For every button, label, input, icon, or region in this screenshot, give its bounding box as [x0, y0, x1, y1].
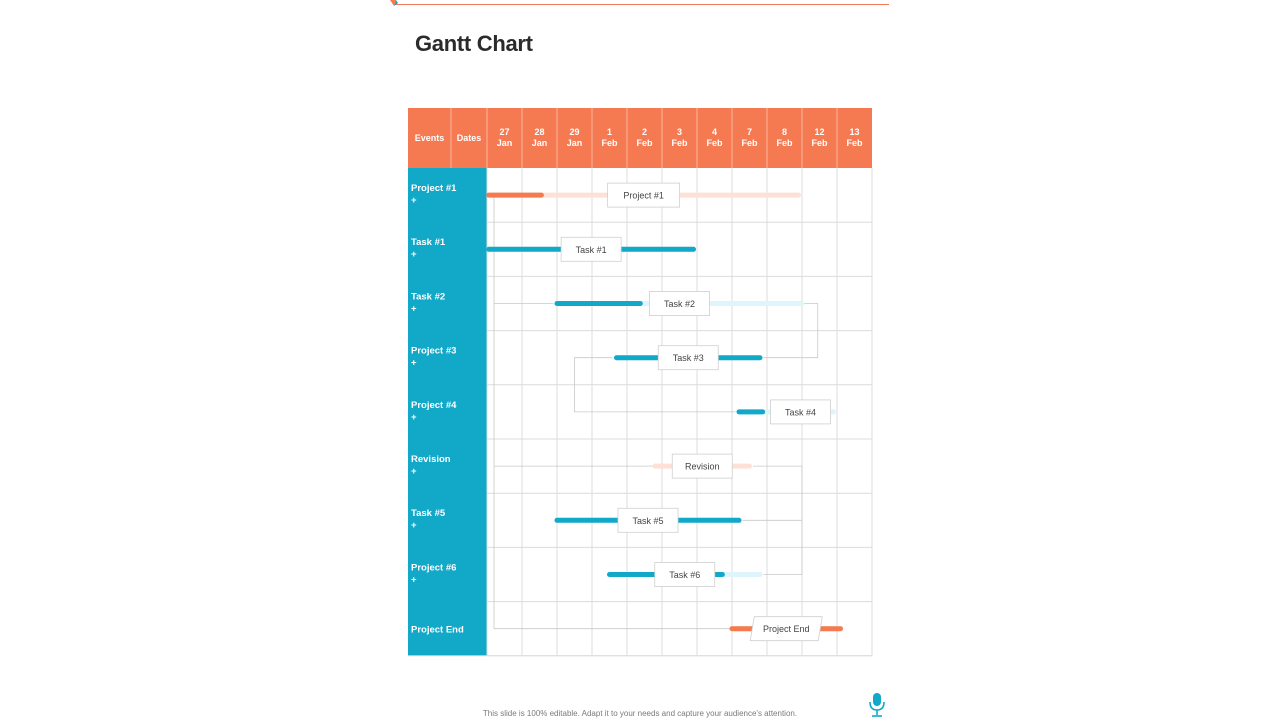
bar-label: Project #1 [623, 191, 664, 201]
date-month-label: Feb [636, 138, 653, 148]
bar-label-box [607, 182, 681, 208]
bar-label-box [654, 562, 716, 587]
date-day-label: 12 [814, 127, 824, 137]
bar-label-box [671, 453, 733, 479]
date-day-label: 29 [569, 127, 579, 137]
row-label: Project #3 [411, 346, 456, 357]
row-label: Revision [411, 454, 451, 465]
date-day-label: 1 [607, 127, 612, 137]
row-label: Project #6 [411, 562, 456, 573]
row-expand-icon: + [411, 195, 417, 206]
bar-label: Task #2 [664, 299, 695, 309]
date-day-label: 7 [747, 127, 752, 137]
bar-label-box [560, 236, 622, 262]
date-month-label: Feb [776, 138, 793, 148]
bar-label: Revision [685, 462, 720, 472]
row-expand-icon: + [411, 412, 417, 423]
header-events: Events [415, 133, 445, 143]
date-month-label: Feb [811, 138, 828, 148]
row-expand-icon: + [411, 466, 417, 477]
row-expand-icon: + [411, 574, 417, 585]
page-title: Gantt Chart [415, 31, 533, 56]
date-month-label: Feb [741, 138, 758, 148]
row-label: Task #2 [411, 291, 445, 302]
row-label-column [408, 168, 487, 656]
row-label: Project #4 [411, 400, 457, 411]
row-expand-icon: + [411, 520, 417, 531]
microphone-icon[interactable] [868, 692, 886, 718]
row-label: Project #1 [411, 183, 457, 194]
date-month-label: Feb [706, 138, 723, 148]
bar-label: Task #6 [669, 570, 700, 580]
bar-label-box [770, 399, 831, 425]
connector-line [763, 303, 819, 359]
date-month-label: Jan [532, 138, 548, 148]
date-day-label: 4 [712, 127, 717, 137]
date-day-label: 28 [534, 127, 544, 137]
date-day-label: 13 [849, 127, 859, 137]
date-day-label: 27 [499, 127, 509, 137]
date-day-label: 3 [677, 127, 682, 137]
date-month-label: Feb [601, 138, 618, 148]
date-month-label: Jan [497, 138, 513, 148]
header-row [408, 108, 872, 168]
date-month-label: Feb [846, 138, 863, 148]
date-day-label: 2 [642, 127, 647, 137]
row-expand-icon: + [411, 358, 417, 369]
bar-label: Task #4 [785, 407, 816, 417]
bar-label-box [749, 616, 823, 642]
bar-label: Task #3 [673, 353, 704, 363]
corner-accent-icon [390, 0, 398, 6]
date-month-label: Jan [567, 138, 583, 148]
bar-label: Task #1 [576, 245, 607, 255]
bar-label: Task #5 [632, 516, 663, 526]
date-day-label: 8 [782, 127, 787, 137]
date-month-label: Feb [671, 138, 688, 148]
row-label: Task #5 [411, 508, 446, 519]
connector-line [574, 357, 736, 413]
top-accent-line [395, 4, 889, 5]
bar-label: Project End [763, 624, 810, 634]
row-expand-icon: + [411, 303, 417, 314]
footer-note: This slide is 100% editable. Adapt it to… [482, 709, 798, 718]
bar-label-box [657, 345, 719, 371]
bar-label-box [649, 291, 710, 316]
row-label: Project End [411, 625, 464, 636]
header-dates: Dates [457, 133, 482, 143]
row-label: Task #1 [411, 237, 446, 248]
row-expand-icon: + [411, 249, 417, 260]
bar-label-box [617, 507, 679, 533]
